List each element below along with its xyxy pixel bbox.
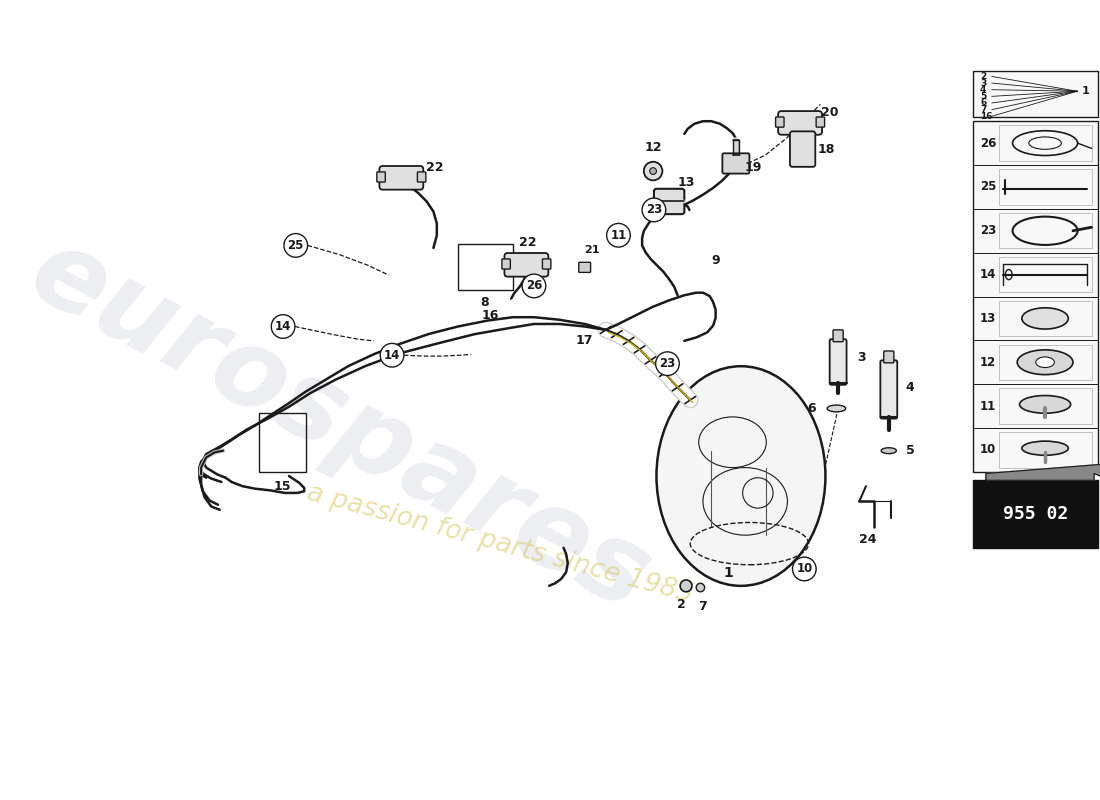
Text: 13: 13: [678, 176, 695, 190]
FancyBboxPatch shape: [883, 351, 894, 363]
Text: 3: 3: [980, 78, 987, 87]
Circle shape: [284, 234, 308, 258]
Bar: [458, 244, 513, 290]
Ellipse shape: [1022, 441, 1068, 455]
Text: 4: 4: [905, 381, 914, 394]
Text: a passion for parts since 1985: a passion for parts since 1985: [305, 479, 696, 608]
Circle shape: [272, 314, 295, 338]
Text: 11: 11: [980, 399, 997, 413]
Text: 5: 5: [905, 444, 914, 457]
Bar: [999, 170, 1091, 205]
FancyBboxPatch shape: [377, 172, 385, 182]
Polygon shape: [986, 462, 1100, 480]
Text: 25: 25: [287, 239, 304, 252]
Text: 24: 24: [859, 533, 877, 546]
Circle shape: [696, 583, 705, 592]
Text: 18: 18: [817, 142, 835, 155]
FancyBboxPatch shape: [505, 253, 548, 277]
Text: 7: 7: [697, 600, 706, 613]
Circle shape: [381, 343, 404, 367]
Circle shape: [792, 557, 816, 581]
Circle shape: [650, 168, 657, 174]
Ellipse shape: [1018, 350, 1072, 374]
Bar: [999, 432, 1091, 467]
Text: 25: 25: [980, 181, 997, 194]
Circle shape: [642, 198, 666, 222]
Bar: [999, 388, 1091, 424]
Ellipse shape: [827, 405, 846, 412]
Text: 14: 14: [980, 268, 997, 281]
Text: 14: 14: [275, 320, 292, 333]
Bar: [260, 413, 306, 472]
Text: 14: 14: [384, 349, 400, 362]
Text: 17: 17: [576, 334, 593, 347]
Bar: [974, 480, 1098, 548]
FancyBboxPatch shape: [790, 131, 815, 167]
FancyBboxPatch shape: [379, 166, 424, 190]
Text: 12: 12: [980, 356, 997, 369]
Text: 955 02: 955 02: [1003, 505, 1068, 523]
Text: 20: 20: [821, 106, 838, 119]
Text: 26: 26: [980, 137, 997, 150]
FancyBboxPatch shape: [880, 360, 898, 418]
Text: 1: 1: [1081, 86, 1089, 96]
Text: 2: 2: [676, 598, 685, 611]
Text: 12: 12: [645, 141, 662, 154]
Text: 5: 5: [980, 92, 987, 101]
Ellipse shape: [657, 366, 825, 586]
Text: 22: 22: [427, 161, 444, 174]
FancyBboxPatch shape: [502, 259, 510, 269]
Text: 4: 4: [980, 86, 987, 94]
Text: 16: 16: [980, 112, 992, 121]
FancyBboxPatch shape: [723, 154, 749, 174]
Text: 2: 2: [980, 72, 987, 81]
Circle shape: [680, 580, 692, 592]
Bar: [999, 213, 1091, 249]
Text: 16: 16: [482, 309, 498, 322]
FancyBboxPatch shape: [833, 330, 844, 342]
Circle shape: [522, 274, 546, 298]
FancyBboxPatch shape: [542, 259, 551, 269]
FancyBboxPatch shape: [829, 339, 847, 385]
Text: 7: 7: [980, 105, 987, 114]
FancyBboxPatch shape: [776, 117, 784, 127]
Bar: [974, 122, 1098, 472]
FancyBboxPatch shape: [778, 111, 822, 134]
Text: 23: 23: [659, 357, 675, 370]
Text: 6: 6: [806, 402, 815, 415]
Text: 3: 3: [858, 351, 866, 364]
Text: 15: 15: [274, 480, 292, 493]
Ellipse shape: [881, 448, 896, 454]
Bar: [999, 345, 1091, 380]
Circle shape: [656, 352, 680, 375]
Text: 1: 1: [724, 566, 734, 580]
Bar: [999, 126, 1091, 161]
Text: 19: 19: [744, 161, 761, 174]
Text: 22: 22: [519, 235, 537, 249]
FancyBboxPatch shape: [816, 117, 825, 127]
Bar: [999, 257, 1091, 292]
Text: eurospares: eurospares: [12, 218, 667, 633]
Text: 21: 21: [584, 246, 600, 255]
Text: 10: 10: [980, 443, 997, 456]
Text: 6: 6: [980, 98, 987, 107]
Circle shape: [644, 162, 662, 180]
FancyBboxPatch shape: [417, 172, 426, 182]
Text: 26: 26: [526, 279, 542, 293]
Ellipse shape: [1036, 357, 1055, 367]
Text: 10: 10: [796, 562, 813, 575]
Text: 13: 13: [980, 312, 997, 325]
Ellipse shape: [1020, 395, 1070, 414]
Text: 9: 9: [712, 254, 719, 267]
FancyBboxPatch shape: [579, 262, 591, 273]
Ellipse shape: [1022, 308, 1068, 329]
FancyBboxPatch shape: [653, 189, 684, 214]
Text: 8: 8: [481, 296, 490, 310]
Bar: [974, 70, 1098, 117]
Circle shape: [606, 223, 630, 247]
Text: 11: 11: [610, 229, 627, 242]
Bar: [999, 301, 1091, 336]
Text: 23: 23: [646, 203, 662, 217]
Text: 23: 23: [980, 224, 997, 238]
